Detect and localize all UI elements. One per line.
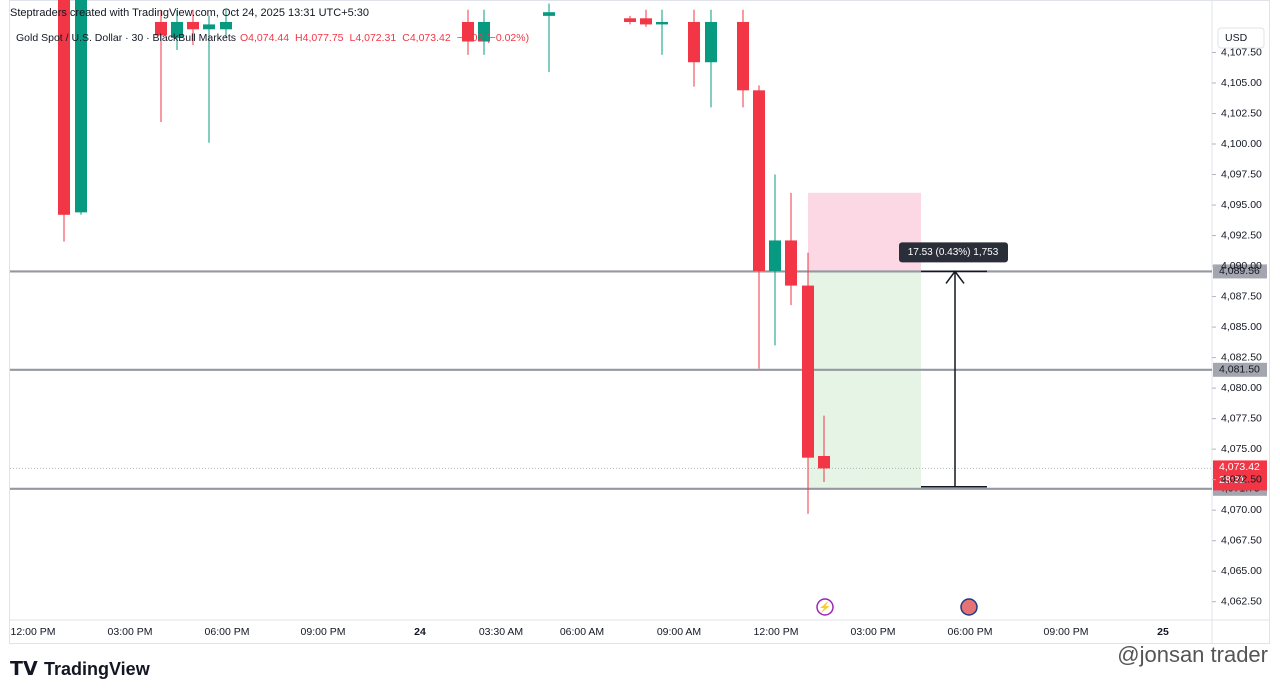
event-icon[interactable]: [816, 598, 834, 616]
y-tick-label: 4,085.00: [1221, 321, 1262, 333]
candle-body: [543, 12, 555, 16]
ohlc-label: C4,073.42: [402, 32, 451, 44]
candle-body: [753, 90, 765, 271]
candle-body: [75, 0, 87, 213]
y-tick-label: 4,105.00: [1221, 77, 1262, 89]
y-tick-label: 4,087.50: [1221, 290, 1262, 302]
x-tick-label: 09:00 AM: [657, 626, 701, 638]
x-tick-label: 12:00 PM: [754, 626, 799, 638]
y-tick-label: 4,067.50: [1221, 534, 1262, 546]
last-price-label: 4,073.42: [1219, 461, 1260, 473]
currency-box[interactable]: [1217, 27, 1265, 49]
x-tick-label: 06:00 PM: [948, 626, 993, 638]
candle-body: [802, 285, 814, 458]
candle-body: [155, 21, 167, 36]
candle-body: [220, 21, 232, 30]
y-tick-label: 4,062.50: [1221, 595, 1262, 607]
level-label-box: [1213, 264, 1267, 279]
y-tick-label: 4,097.50: [1221, 168, 1262, 180]
header: Steptraders created with TradingView.com…: [10, 7, 369, 19]
y-tick-label: 4,100.00: [1221, 138, 1262, 150]
ohlc-label: −1.02 (−0.02%): [457, 32, 529, 44]
x-tick-label: 12:00 PM: [11, 626, 56, 638]
candle-body: [187, 21, 199, 30]
y-tick-label: 4,072.50: [1221, 473, 1262, 485]
symbol: Gold Spot / U.S. Dollar · 30 · BlackBull…: [16, 32, 236, 44]
logo-mark: 𝗧𝗩: [10, 659, 38, 680]
measure-label-box: [899, 242, 1008, 263]
us-event-icon[interactable]: [960, 598, 978, 616]
x-tick-label: 09:00 PM: [301, 626, 346, 638]
x-tick-label: 03:00 PM: [851, 626, 896, 638]
candle-body: [705, 21, 717, 63]
currency[interactable]: USD: [1225, 32, 1248, 44]
candle-body: [818, 455, 830, 469]
candle-body: [785, 240, 797, 286]
level-label: 4,081.50: [1219, 364, 1260, 376]
measure-arrowhead: [945, 270, 965, 284]
candle-body: [640, 18, 652, 25]
candle-body: [58, 0, 70, 215]
candle-body: [478, 21, 490, 42]
ohlc-label: H4,077.75: [295, 32, 344, 44]
x-tick-label: 03:00 PM: [108, 626, 153, 638]
candle-body: [462, 21, 474, 42]
y-tick-label: 4,070.00: [1221, 504, 1262, 516]
candle-body: [624, 18, 636, 22]
candle-body: [769, 240, 781, 271]
level-label: 4,089.56: [1219, 265, 1260, 277]
x-tick-label: 06:00 AM: [560, 626, 604, 638]
ohlc-label: O4,074.44: [240, 32, 289, 44]
candle-body: [656, 21, 668, 25]
y-tick-label: 4,090.00: [1221, 260, 1262, 272]
candle-body: [688, 21, 700, 63]
y-tick-label: 4,065.00: [1221, 565, 1262, 577]
y-tick-label: 4,102.50: [1221, 107, 1262, 119]
x-tick-label: 25: [1157, 626, 1169, 638]
x-tick-label: 24: [414, 626, 426, 638]
x-tick-label: 03:30 AM: [479, 626, 523, 638]
candle-body: [203, 24, 215, 30]
overlay: 4,089.564,081.504,071.7517.53 (0.43%) 1,…: [899, 242, 1267, 496]
y-tick-label: 4,077.50: [1221, 412, 1262, 424]
y-tick-label: 4,082.50: [1221, 351, 1262, 363]
y-tick-label: 4,107.50: [1221, 46, 1262, 58]
frame: [9, 0, 1270, 644]
watermark: @jonsan trader: [1117, 642, 1268, 667]
candle-body: [737, 21, 749, 91]
x-tick-label: 09:00 PM: [1044, 626, 1089, 638]
x-tick-label: 06:00 PM: [205, 626, 250, 638]
event-icon-glyph[interactable]: ⚡: [819, 601, 831, 614]
stop-zone: [808, 271, 921, 489]
y-tick-label: 4,092.50: [1221, 229, 1262, 241]
plot-area: [10, 0, 1212, 514]
ohlc-label: L4,072.31: [350, 32, 397, 44]
y-tick-label: 4,095.00: [1221, 199, 1262, 211]
last-price-box: [1213, 460, 1267, 491]
countdown: 28:31: [1219, 474, 1245, 486]
y-tick-label: 4,075.00: [1221, 443, 1262, 455]
candle-body: [171, 21, 183, 38]
level-label-box: [1213, 362, 1267, 377]
measure-label: 17.53 (0.43%) 1,753: [908, 247, 999, 258]
logo: TradingView: [44, 659, 151, 679]
y-tick-label: 4,080.00: [1221, 382, 1262, 394]
